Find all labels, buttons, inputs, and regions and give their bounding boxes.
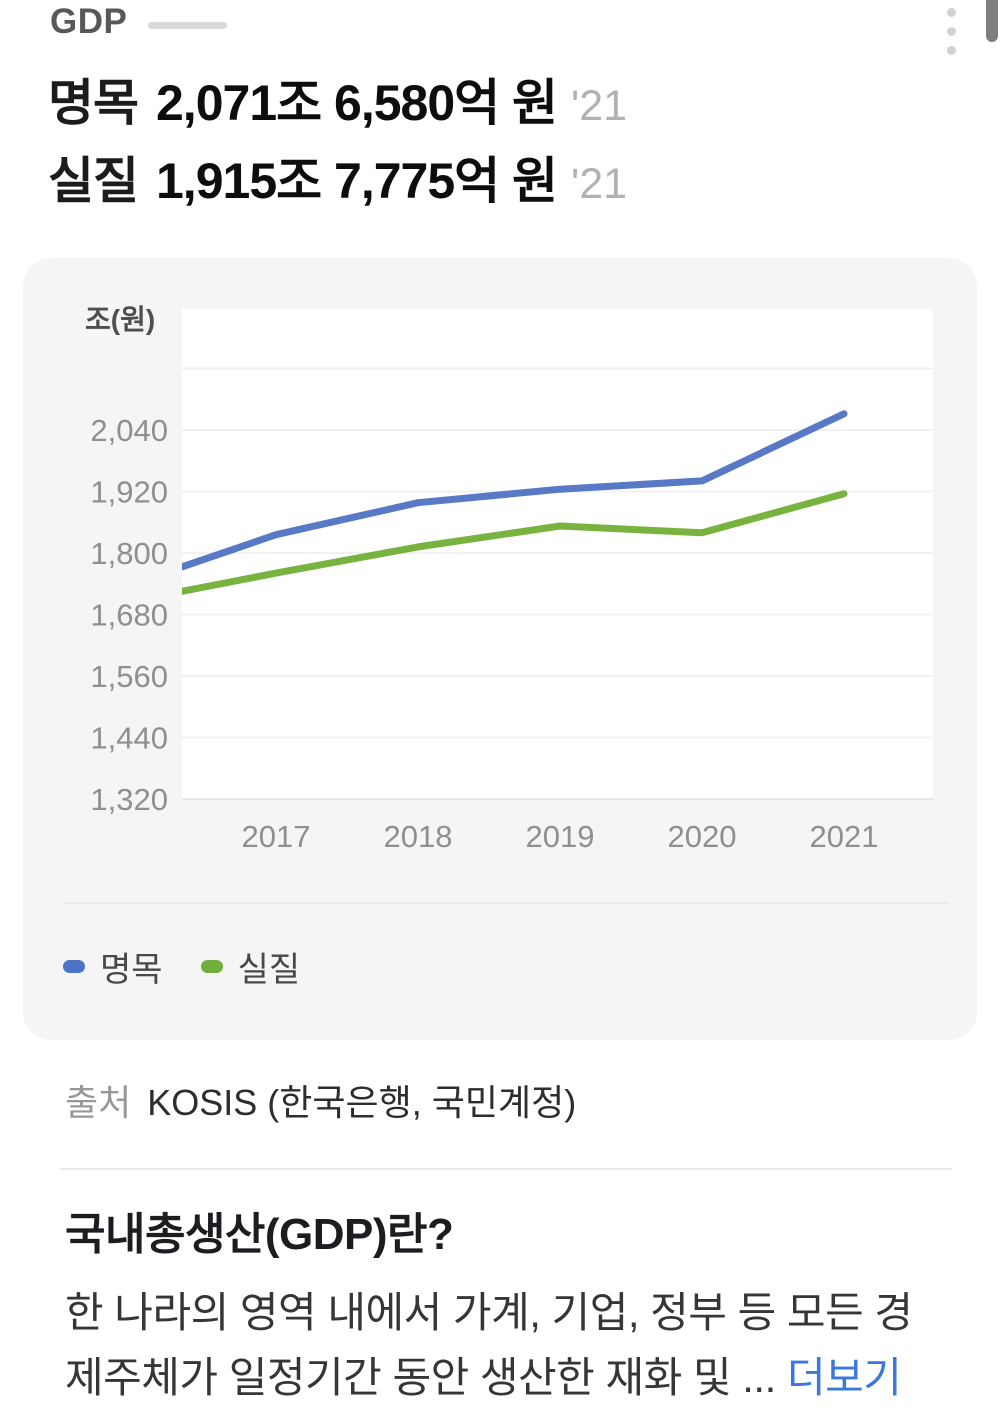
y-axis-tick-label: 1,560 xyxy=(90,659,168,694)
gdp-line-chart: 2,040 1,920 1,800 1,680 1,560 1,440 1,320 2017 2… xyxy=(90,309,933,854)
y-axis-tick-label: 1,440 xyxy=(90,721,168,756)
nominal-legend-swatch xyxy=(63,960,85,973)
description-body: 한 나라의 영역 내에서 가계, 기업, 정부 등 모든 경 제주체가 일정기간… xyxy=(65,1280,975,1410)
description-line-1: 한 나라의 영역 내에서 가계, 기업, 정부 등 모든 경 xyxy=(65,1289,913,1336)
section-divider xyxy=(60,1168,952,1170)
nominal-gdp-value-row: 명목 2,071조 6,580억 원 '21 xyxy=(48,64,627,142)
y-axis-unit-label: 조(원) xyxy=(85,304,156,335)
x-axis-tick-label: 2021 xyxy=(810,819,879,854)
real-label: 실질 xyxy=(48,153,139,209)
nominal-year-badge: '21 xyxy=(571,82,628,130)
source-text: KOSIS (한국은행, 국민계정) xyxy=(147,1082,577,1123)
y-axis-tick-label: 1,800 xyxy=(90,536,168,571)
nominal-gdp-line xyxy=(182,410,848,571)
real-amount: 1,915조 7,775억 원 xyxy=(156,153,558,209)
nominal-legend-label: 명목 xyxy=(100,951,163,989)
gdp-chart-card: 조(원) 2,040 1,920 1,800 1,680 1,560 1,440 1,320… xyxy=(23,258,977,1040)
real-legend-swatch xyxy=(200,960,223,973)
nominal-amount: 2,071조 6,580억 원 xyxy=(156,75,558,131)
y-axis-tick-label: 1,680 xyxy=(90,598,168,633)
x-axis-tick-label: 2020 xyxy=(668,819,737,854)
source-row: 출처 KOSIS (한국은행, 국민계정) xyxy=(65,1078,576,1128)
source-label: 출처 xyxy=(65,1082,132,1123)
real-legend-label: 실질 xyxy=(237,951,301,989)
description-line-2: 제주체가 일정기간 동안 생산한 재화 및 ... xyxy=(65,1354,776,1401)
nominal-label: 명목 xyxy=(48,75,139,131)
x-axis-tick-label: 2019 xyxy=(526,819,595,854)
kebab-dot xyxy=(946,46,956,55)
card-divider xyxy=(64,902,948,904)
legend-item-real: 실질 xyxy=(200,942,301,991)
x-axis-tick-label: 2017 xyxy=(242,819,311,854)
x-axis-tick-label: 2018 xyxy=(384,819,453,854)
kebab-dot xyxy=(946,8,956,17)
headline-values: 명목 2,071조 6,580억 원 '21 실질 1,915조 7,775억 원 '2… xyxy=(48,64,627,220)
real-year-badge: '21 xyxy=(571,160,628,208)
legend-item-nominal: 명목 xyxy=(63,942,163,991)
description-heading: 국내총생산(GDP)란? xyxy=(65,1210,454,1259)
kebab-menu-icon[interactable] xyxy=(941,8,961,65)
scrollbar-thumb[interactable] xyxy=(986,0,998,42)
more-link[interactable]: 더보기 xyxy=(786,1354,902,1401)
chart-legend: 명목 실질 xyxy=(63,942,300,991)
y-axis-tick-label: 1,320 xyxy=(90,782,168,817)
real-gdp-value-row: 실질 1,915조 7,775억 원 '21 xyxy=(48,142,627,220)
y-axis-tick-label: 2,040 xyxy=(90,413,168,448)
title-dash-decoration xyxy=(148,22,227,29)
real-gdp-line xyxy=(182,490,848,595)
page-title: GDP xyxy=(50,2,128,41)
kebab-dot xyxy=(946,27,956,36)
y-axis-tick-label: 1,920 xyxy=(90,475,168,510)
gdp-description: 국내총생산(GDP)란? 한 나라의 영역 내에서 가계, 기업, 정부 등 모… xyxy=(65,1198,975,1410)
